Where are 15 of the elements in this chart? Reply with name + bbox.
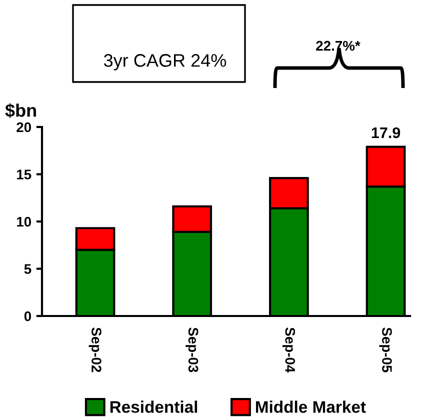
y-tick-label: 15 [17, 170, 32, 180]
x-tick-label: Sep-04 [282, 328, 296, 373]
y-tick-label: 5 [24, 264, 32, 274]
legend-label: Middle Market [256, 400, 366, 413]
y-tick-label: 20 [16, 122, 32, 132]
text: 3yr CAGR 24% [104, 54, 226, 70]
total-label: 17.9 [372, 127, 400, 138]
y-tick-label: 10 [17, 216, 32, 227]
x-tick-label: Sep-05 [379, 328, 392, 372]
text: 22.7%* [316, 40, 360, 51]
x-tick-label: Sep-03 [186, 328, 198, 372]
y-axis-title: $bn [5, 103, 36, 118]
x-tick-label: Sep-02 [88, 328, 102, 372]
y-tick-label: 0 [24, 311, 32, 322]
legend-label: Residential [110, 400, 198, 413]
